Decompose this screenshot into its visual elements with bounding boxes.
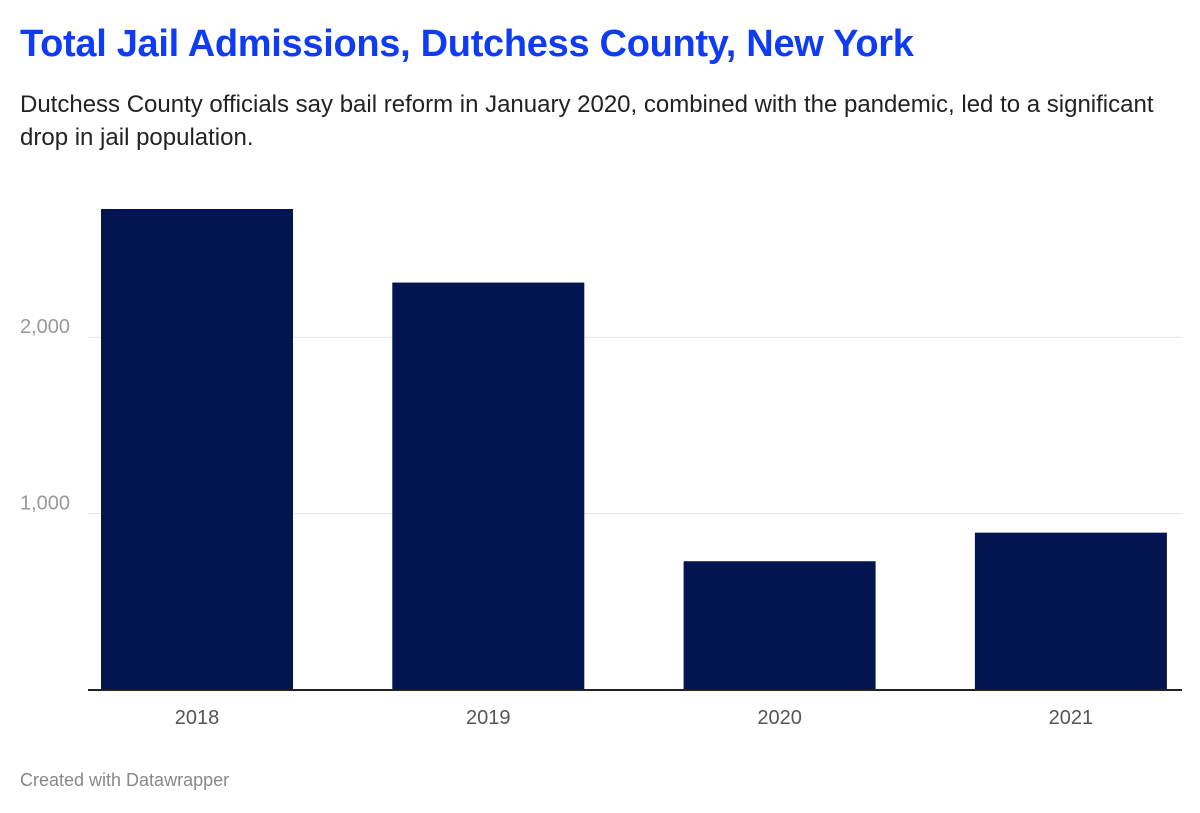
- y-tick-label: 2,000: [20, 316, 70, 338]
- bar-2018: [101, 209, 293, 690]
- footer-credit: Created with Datawrapper: [20, 770, 230, 790]
- bar-2021: [974, 532, 1167, 690]
- x-tick-label: 2021: [1049, 707, 1094, 729]
- bar-2019: [392, 282, 585, 690]
- bar-2020: [683, 561, 876, 690]
- x-tick-label: 2019: [466, 707, 511, 729]
- y-tick-label: 1,000: [20, 493, 70, 515]
- x-tick-label: 2020: [757, 707, 802, 729]
- chart-subtitle: Dutchess County officials say bail refor…: [20, 91, 1154, 151]
- x-tick-label: 2018: [175, 707, 220, 729]
- chart-title: Total Jail Admissions, Dutchess County, …: [20, 23, 914, 65]
